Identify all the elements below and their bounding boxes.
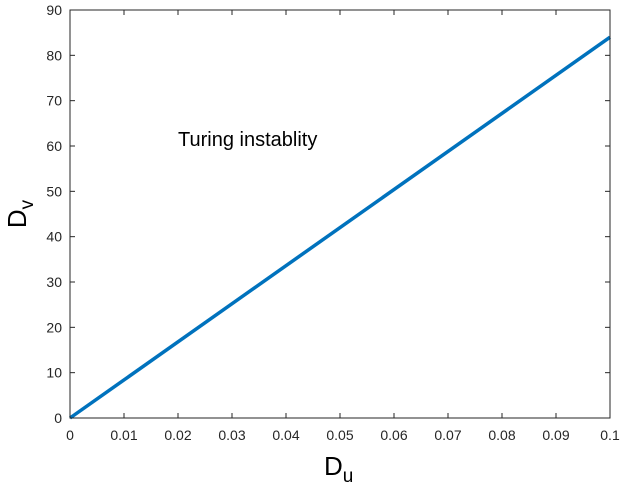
x-tick-label: 0.01	[110, 427, 137, 443]
series-line	[68, 35, 612, 420]
y-axis-label-main: D	[2, 209, 32, 228]
x-tick-label: 0	[66, 427, 74, 443]
y-tick-label: 70	[46, 93, 62, 109]
y-tick-label: 90	[46, 2, 62, 18]
y-tick-label: 50	[46, 183, 62, 199]
x-axis-ticks: 0 0.01 0.02 0.03 0.04 0.05 0.06 0.07 0.08 0.09 0.1	[66, 10, 620, 443]
plot-frame	[69, 9, 611, 419]
x-tick-label: 0.06	[380, 427, 407, 443]
x-tick-label: 0.04	[272, 427, 299, 443]
x-tick-label: 0.05	[326, 427, 353, 443]
series-layer	[68, 35, 612, 420]
y-axis-label-subscript: v	[17, 199, 38, 209]
plot-area	[70, 10, 610, 418]
y-axis-label: Dv	[2, 199, 38, 228]
x-axis-label-main: D	[324, 451, 343, 481]
y-tick-label: 20	[46, 319, 62, 335]
y-tick-label: 60	[46, 138, 62, 154]
x-axis-label: Du	[324, 451, 353, 487]
x-tick-label: 0.03	[218, 427, 245, 443]
x-axis-label-subscript: u	[343, 466, 354, 487]
x-tick-label: 0.02	[164, 427, 191, 443]
y-axis-ticks: 0 10 20 30 40 50 60 70 80 90	[46, 2, 610, 426]
x-tick-label: 0.1	[600, 427, 620, 443]
x-tick-label: 0.09	[542, 427, 569, 443]
y-tick-label: 30	[46, 274, 62, 290]
y-tick-label: 80	[46, 47, 62, 63]
x-tick-label: 0.08	[488, 427, 515, 443]
y-tick-label: 40	[46, 229, 62, 245]
y-tick-label: 0	[54, 410, 62, 426]
annotation-text: Turing instablity	[178, 129, 317, 151]
x-tick-label: 0.07	[434, 427, 461, 443]
y-tick-label: 10	[46, 365, 62, 381]
